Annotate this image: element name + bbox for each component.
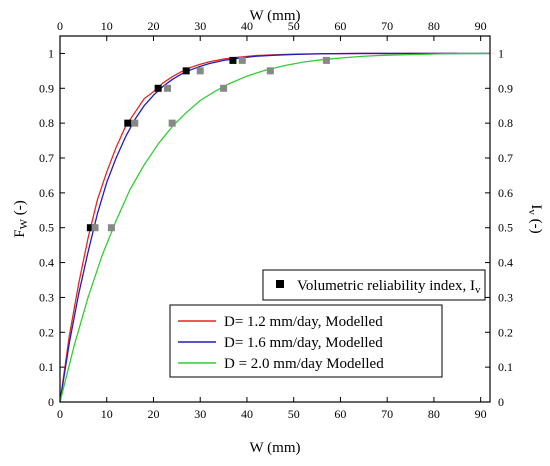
bottom-tick-label: 80 bbox=[428, 407, 440, 421]
left-tick-label: 0.9 bbox=[39, 81, 54, 95]
bottom-tick-label: 40 bbox=[241, 407, 253, 421]
bottom-tick-label: 50 bbox=[288, 407, 300, 421]
bottom-tick-label: 20 bbox=[147, 407, 159, 421]
top-tick-label: 80 bbox=[428, 19, 440, 33]
right-tick-label: 1 bbox=[498, 46, 504, 60]
top-tick-label: 70 bbox=[381, 19, 393, 33]
legend-label-line: D= 1.2 mm/day, Modelled bbox=[224, 314, 383, 330]
right-axis-title: Iv (-) bbox=[526, 204, 544, 233]
bottom-axis-title: W (mm) bbox=[250, 440, 301, 456]
data-marker bbox=[131, 119, 139, 127]
top-tick-label: 40 bbox=[241, 19, 253, 33]
top-tick-label: 20 bbox=[147, 19, 159, 33]
right-tick-label: 0.4 bbox=[498, 256, 513, 270]
data-marker bbox=[220, 84, 228, 92]
right-tick-label: 0.8 bbox=[498, 116, 513, 130]
data-marker bbox=[322, 56, 330, 64]
legend-label-markers-sub: v bbox=[475, 284, 481, 296]
bottom-tick-label: 30 bbox=[194, 407, 206, 421]
top-tick-label: 10 bbox=[101, 19, 113, 33]
data-marker bbox=[229, 56, 237, 64]
series-line-1 bbox=[59, 52, 490, 403]
left-axis-title-rest: (-) bbox=[12, 200, 28, 219]
left-tick-label: 0.6 bbox=[39, 186, 54, 200]
data-marker bbox=[86, 224, 94, 232]
left-axis-title-sub: W bbox=[18, 218, 30, 229]
bottom-tick-label: 70 bbox=[381, 407, 393, 421]
data-marker bbox=[164, 84, 171, 92]
left-tick-label: 0.2 bbox=[39, 325, 54, 339]
right-tick-label: 0.2 bbox=[498, 325, 513, 339]
data-marker bbox=[154, 84, 162, 92]
left-tick-label: 0 bbox=[48, 395, 54, 409]
data-marker bbox=[168, 119, 176, 127]
left-axis-title-main: F bbox=[12, 229, 28, 237]
top-tick-label: 50 bbox=[288, 19, 300, 33]
right-tick-label: 0.1 bbox=[498, 360, 513, 374]
top-tick-label: 60 bbox=[334, 19, 346, 33]
data-marker bbox=[182, 67, 190, 75]
ticks-layer: 0 10 20 30 40 50 60 70 80 900 10 20 30 40 50 60 70 80 9000… bbox=[39, 19, 513, 421]
left-tick-label: 0.7 bbox=[39, 151, 54, 165]
data-marker bbox=[238, 56, 246, 64]
bottom-tick-label: 60 bbox=[334, 407, 346, 421]
left-tick-label: 0.1 bbox=[39, 360, 54, 374]
top-tick-label: 0 bbox=[57, 19, 63, 33]
legend-box-markers bbox=[262, 269, 486, 301]
right-tick-label: 0 bbox=[498, 395, 504, 409]
right-tick-label: 0.7 bbox=[498, 151, 513, 165]
data-marker bbox=[266, 67, 274, 75]
data-marker bbox=[91, 224, 99, 232]
right-axis-title-main: I bbox=[528, 204, 544, 209]
legend-label-line: D= 1.6 mm/day, Modelled bbox=[224, 335, 383, 351]
data-marker bbox=[107, 224, 115, 232]
right-axis-title-rest: (-) bbox=[528, 215, 544, 234]
legend-label-markers: Volumetric reliability index, Iv bbox=[297, 278, 481, 296]
bottom-tick-label: 10 bbox=[101, 407, 113, 421]
left-tick-label: 0.5 bbox=[39, 221, 54, 235]
data-marker bbox=[124, 119, 132, 127]
right-axis-title-sub: v bbox=[526, 209, 538, 215]
top-axis-title: W (mm) bbox=[250, 8, 301, 24]
left-tick-label: 1 bbox=[48, 46, 54, 60]
right-tick-label: 0.9 bbox=[498, 81, 513, 95]
bottom-tick-label: 0 bbox=[57, 407, 63, 421]
bottom-tick-label: 90 bbox=[475, 407, 487, 421]
legend-layer: Volumetric reliability index, Iv D= 1.2 m… bbox=[169, 269, 486, 378]
legend-label-line: D = 2.0 mm/day Modelled bbox=[224, 356, 384, 372]
top-tick-label: 30 bbox=[194, 19, 206, 33]
data-marker bbox=[196, 67, 204, 75]
left-tick-label: 0.8 bbox=[39, 116, 54, 130]
right-tick-label: 0.3 bbox=[498, 290, 513, 304]
legend-box-lines bbox=[169, 304, 443, 378]
left-tick-label: 0.4 bbox=[39, 256, 54, 270]
left-axis-title: FW (-) bbox=[12, 200, 30, 237]
series-layer bbox=[59, 52, 491, 403]
left-tick-label: 0.3 bbox=[39, 290, 54, 304]
plot-frame bbox=[59, 35, 491, 403]
legend-marker-swatch bbox=[276, 280, 284, 288]
right-tick-label: 0.5 bbox=[498, 221, 513, 235]
right-tick-label: 0.6 bbox=[498, 186, 513, 200]
top-tick-label: 90 bbox=[475, 19, 487, 33]
